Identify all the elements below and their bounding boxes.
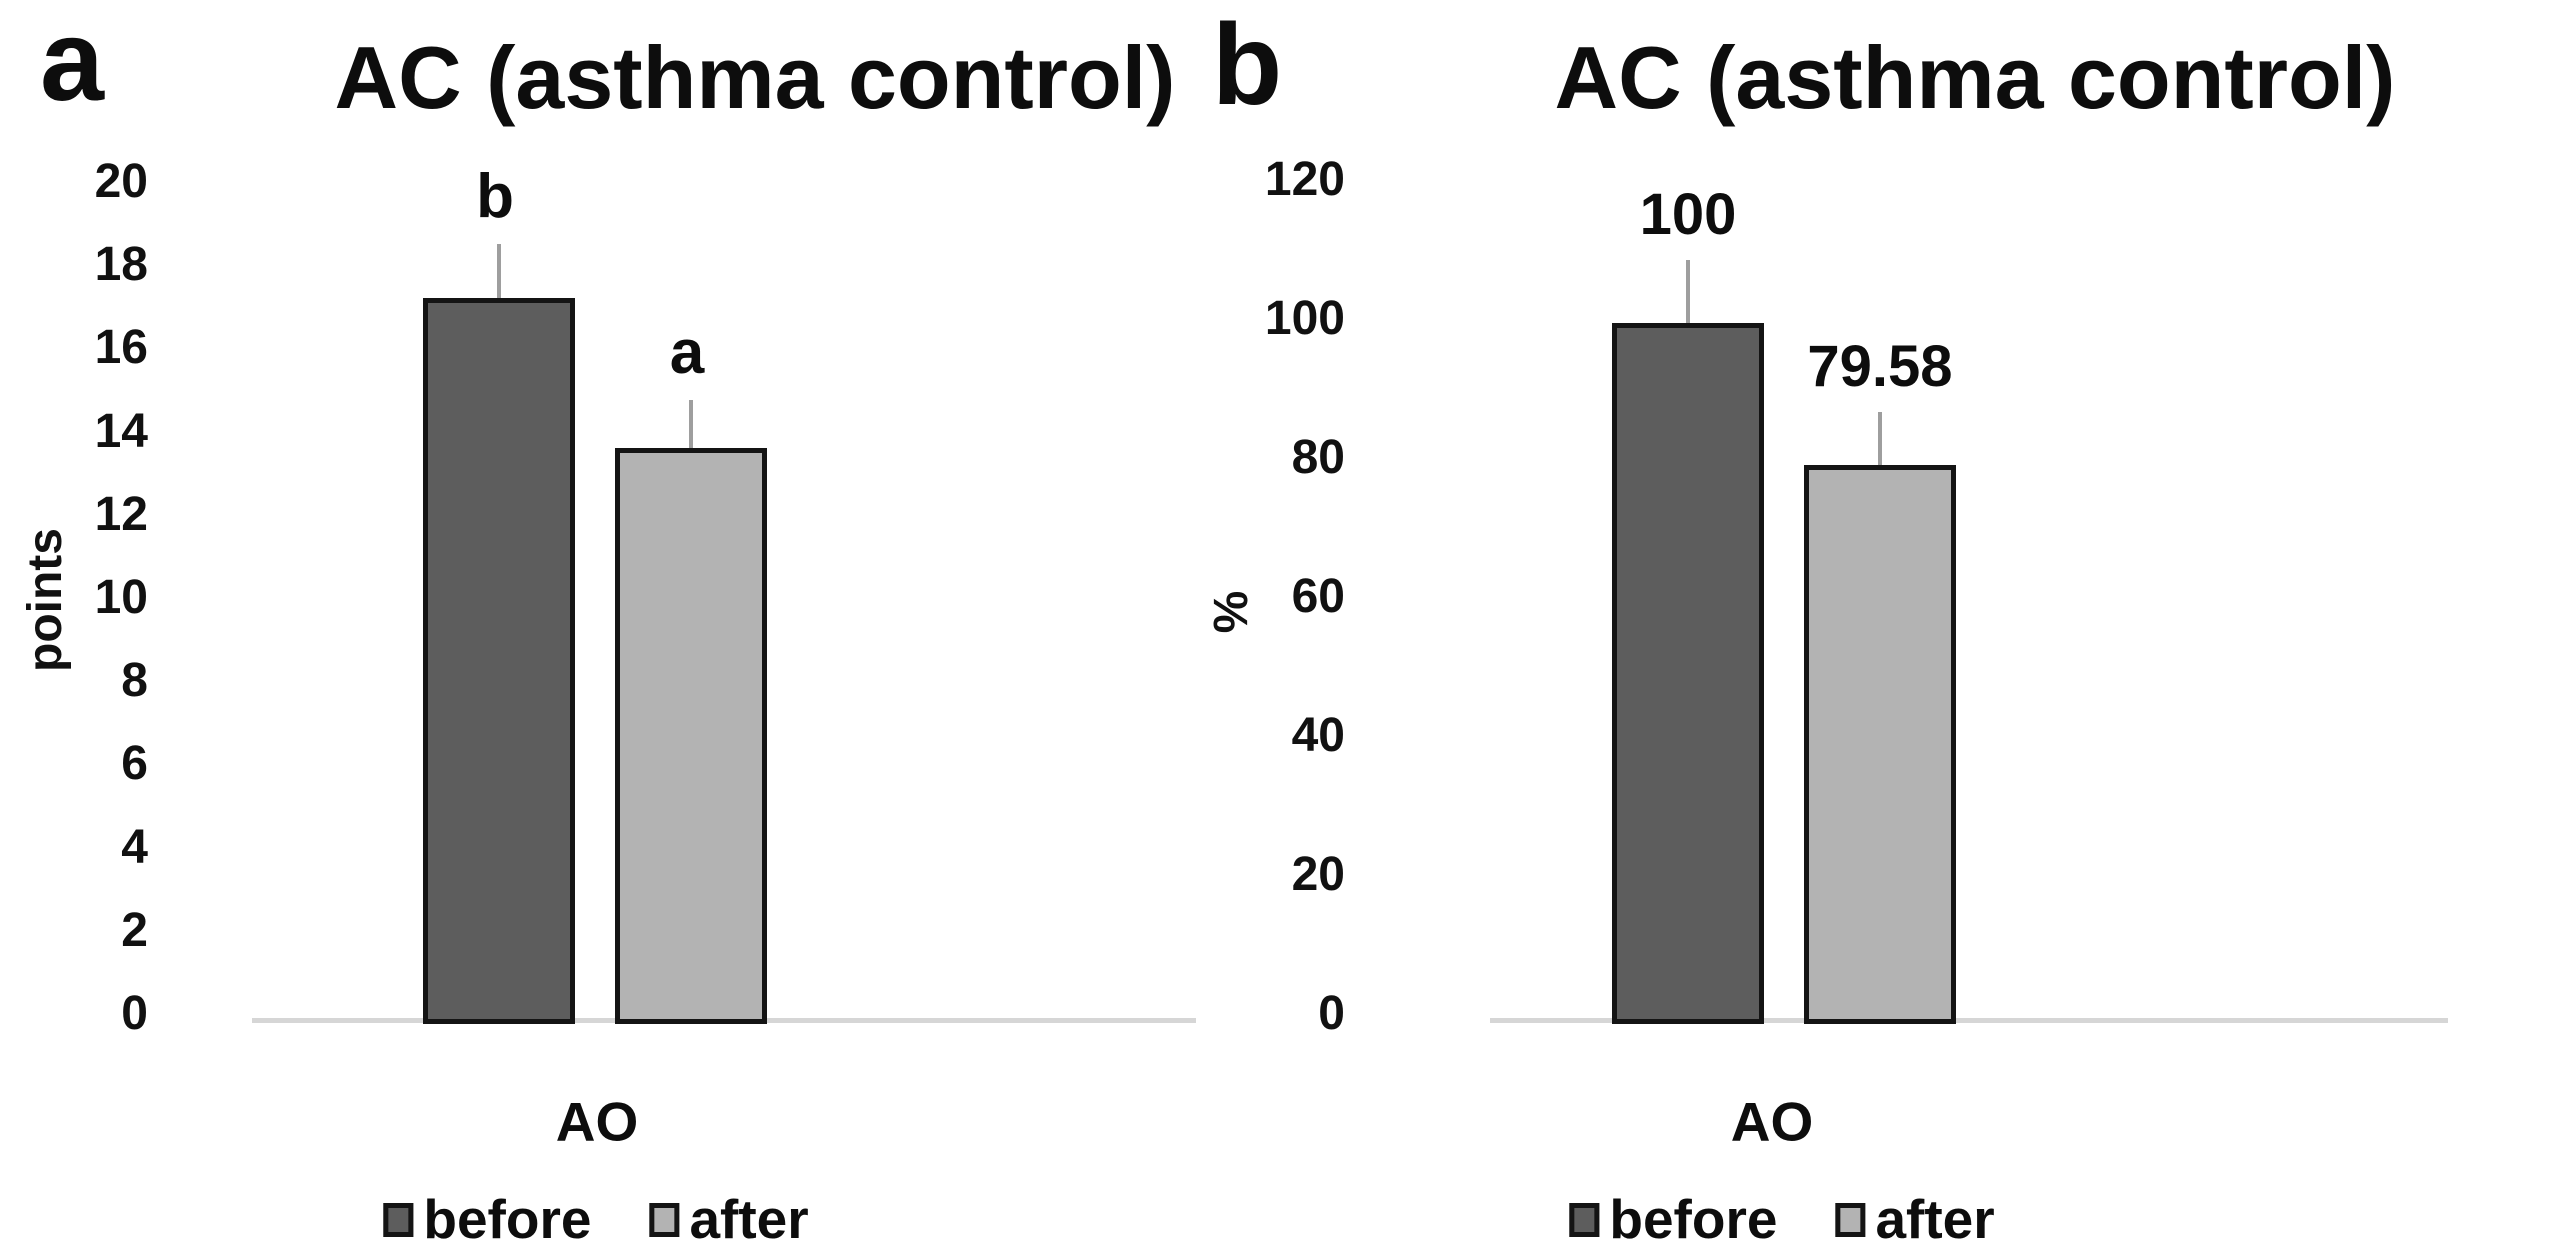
legend-label-before: before [423, 1188, 592, 1250]
legend-item-after: after [1835, 1188, 1995, 1250]
y-tick-label-a: 20 [94, 155, 148, 208]
legend-item-before: before [383, 1192, 591, 1247]
y-tick-label-a: 6 [121, 737, 148, 791]
legend-swatch-before [383, 1202, 414, 1237]
y-tick-label-a: 8 [121, 654, 148, 708]
chart-title-a: AC (asthma control) [334, 28, 1176, 127]
panel-letter-a: a [40, 0, 104, 125]
legend-item-after: after [649, 1188, 809, 1250]
sig-letter-after-a: a [669, 318, 705, 388]
legend-label-after: after [689, 1188, 809, 1250]
panel-letter-b: b [1212, 1, 1283, 129]
y-tick-label-a: 18 [94, 238, 148, 292]
x-category-label-a: AO [555, 1090, 639, 1153]
bar-before-a [423, 298, 575, 1024]
y-tick-label-b: 0 [1318, 987, 1345, 1040]
error-bar-after-a [689, 400, 693, 449]
bar-after-b [1804, 464, 1956, 1024]
x-category-label-b: AO [1730, 1090, 1814, 1153]
y-tick-label-a: 16 [94, 321, 148, 375]
bar-after-a [615, 448, 767, 1024]
y-tick-label-a: 14 [94, 404, 148, 458]
x-axis-line-b [1490, 1018, 2448, 1023]
chart-title-b: AC (asthma control) [1554, 28, 2396, 127]
y-tick-label-a: 0 [121, 987, 148, 1040]
y-tick-label-b: 60 [1291, 570, 1345, 623]
legend-swatch-before [1569, 1202, 1600, 1237]
error-bar-after-b [1878, 412, 1882, 465]
legend-swatch-after [1835, 1202, 1866, 1237]
bar-before-b [1612, 323, 1764, 1024]
error-bar-before-a [497, 244, 501, 299]
legend-b: before after [1569, 1188, 1995, 1250]
y-tick-label-b: 20 [1291, 848, 1345, 901]
legend-label-after: after [1875, 1188, 1995, 1250]
y-tick-label-a: 4 [121, 820, 148, 874]
legend-swatch-after [649, 1202, 680, 1237]
y-tick-label-a: 2 [121, 903, 148, 957]
y-tick-label-a: 10 [94, 571, 148, 624]
legend-a: before after [383, 1188, 809, 1250]
error-bar-before-b [1686, 260, 1690, 323]
y-tick-label-b: 120 [1264, 153, 1345, 206]
y-tick-label-b: 100 [1264, 292, 1345, 345]
legend-label-before: before [1609, 1188, 1778, 1250]
legend-item-before: before [1569, 1192, 1777, 1247]
value-label-after-b: 79.58 [1807, 334, 1953, 400]
value-label-before-b: 100 [1639, 182, 1737, 248]
sig-letter-before-a: b [476, 162, 514, 232]
y-tick-label-b: 80 [1291, 431, 1345, 484]
y-tick-label-a: 12 [94, 487, 148, 541]
y-tick-label-b: 40 [1291, 709, 1345, 762]
